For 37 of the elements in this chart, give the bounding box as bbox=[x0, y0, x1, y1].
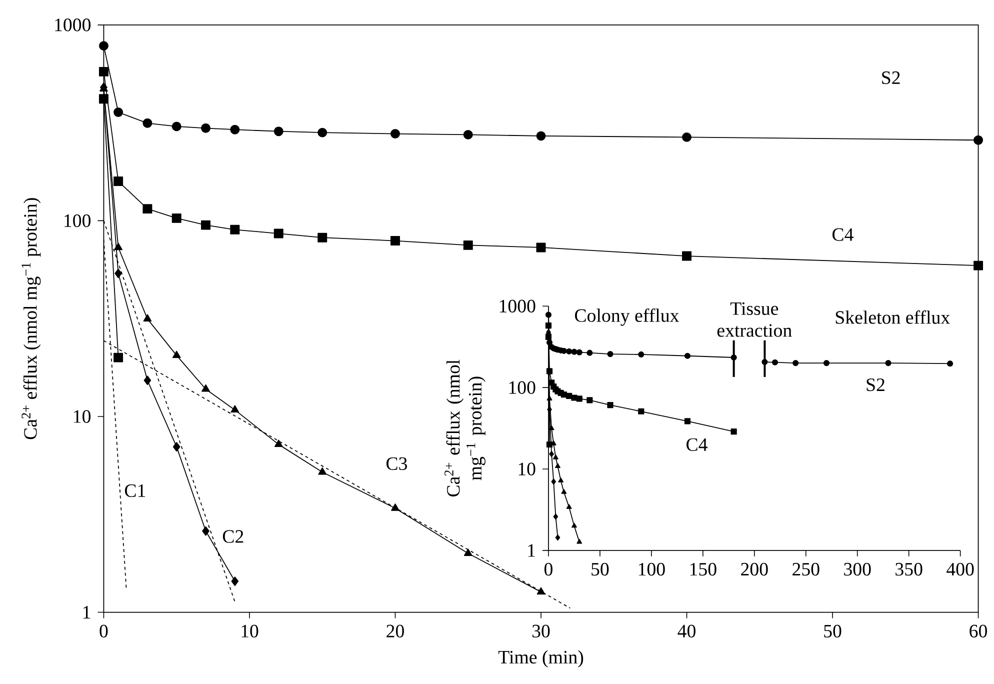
series-label: C1 bbox=[124, 484, 146, 498]
x-tick-label: 300 bbox=[844, 562, 871, 576]
x-axis-title: Time (min) bbox=[498, 650, 584, 668]
x-tick-label: 400 bbox=[946, 562, 974, 576]
y-tick-label: 10 bbox=[518, 462, 536, 476]
x-tick-label: 250 bbox=[792, 562, 820, 576]
x-tick-label: 0 bbox=[544, 562, 552, 576]
y-tick-label: 100 bbox=[509, 381, 536, 394]
y-tick-label: 1 bbox=[528, 544, 535, 557]
x-tick-label: 40 bbox=[678, 624, 696, 638]
x-tick-label: 30 bbox=[532, 624, 550, 638]
y-tick-label: 1000 bbox=[55, 18, 91, 32]
series-label: C2 bbox=[222, 530, 244, 543]
y-axis-title: Ca$^{2+}$ efflux (nmol mg$^{−1}$ protein) bbox=[444, 360, 486, 496]
y-tick-label: 1000 bbox=[500, 300, 536, 312]
x-tick-label: 20 bbox=[386, 624, 404, 638]
text: S2 bbox=[882, 71, 900, 84]
series-label: C3 bbox=[386, 457, 407, 470]
annotation: Tissue extraction bbox=[717, 302, 792, 337]
x-tick-label: 10 bbox=[242, 624, 258, 638]
annotation: Skeleton efflux bbox=[836, 310, 950, 324]
x-tick-label: 50 bbox=[592, 562, 609, 576]
y-tick-label: 1 bbox=[83, 606, 90, 618]
y-axis-title: Ca$^{2+}$ efflux (nmol mg$^{−1}$ protein) bbox=[22, 198, 41, 440]
x-tick-label: 0 bbox=[100, 624, 108, 638]
x-tick-label: 60 bbox=[970, 624, 987, 638]
x-tick-label: 350 bbox=[896, 562, 922, 576]
x-tick-label: 150 bbox=[690, 562, 716, 576]
series-label: C4 bbox=[686, 438, 708, 451]
series-label: S2 bbox=[866, 378, 884, 392]
x-tick-label: 200 bbox=[741, 562, 768, 576]
x-tick-label: 50 bbox=[824, 624, 842, 638]
x-tick-label: 100 bbox=[638, 562, 665, 576]
annotation: Colony efflux bbox=[574, 308, 680, 326]
y-tick-label: 10 bbox=[74, 410, 91, 423]
series-label: C4 bbox=[832, 228, 854, 241]
y-tick-label: 100 bbox=[64, 214, 91, 228]
